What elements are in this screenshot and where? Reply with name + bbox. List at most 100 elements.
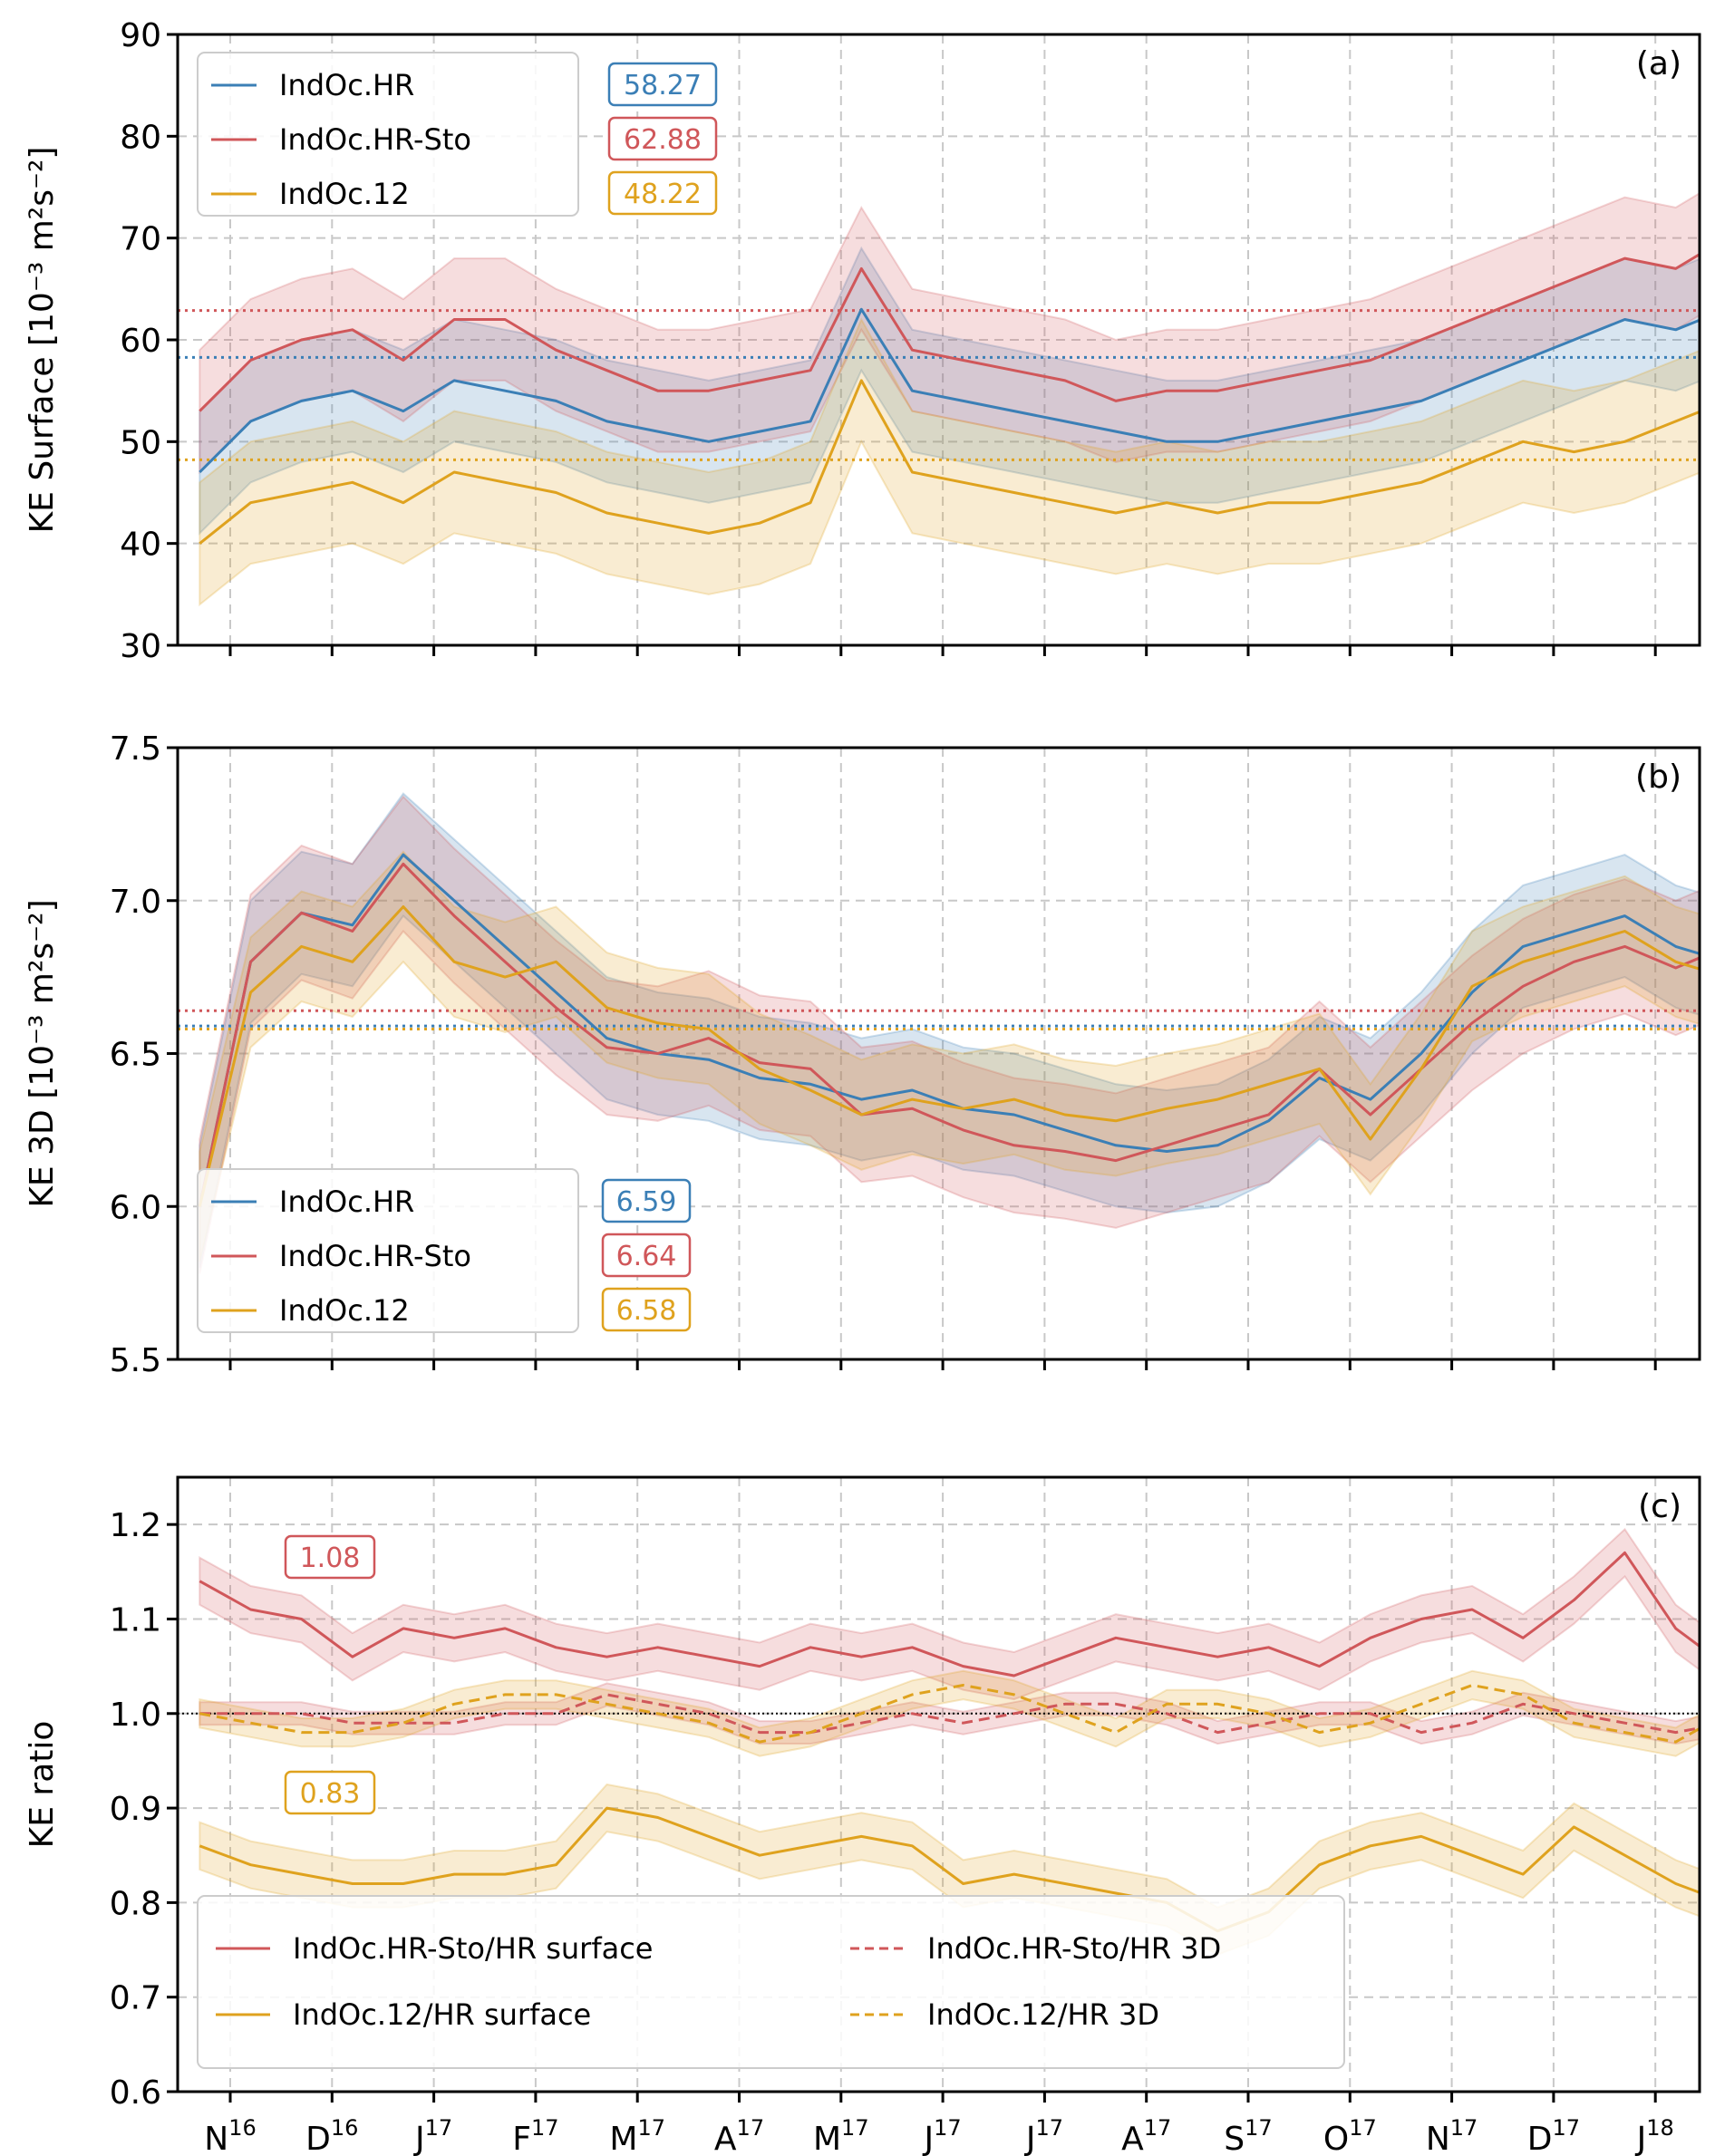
x-tick-label: O17 [1323,2115,1377,2156]
panel-a: 30 40 50 60 70 80 90 KE Surface [10⁻³ m²s⁻²] (a)… [24,17,1701,665]
legend-label: IndOc.12 [279,177,410,211]
uncertainty-band [199,246,1700,536]
panel-tag: (c) [1638,1488,1681,1525]
legend-label: IndOc.12/HR 3D [927,1997,1159,2032]
mean-value-label: 6.58 [616,1295,677,1327]
legend-label: IndOc.12/HR surface [293,1997,591,2032]
series-line [199,1684,1700,1744]
x-tick-label: J17 [413,2115,452,2156]
panel-tag: (a) [1636,45,1681,82]
uncertainty-band [199,850,1700,1262]
x-tick-label: M17 [813,2115,869,2156]
x-tick-label: J18 [1635,2115,1674,2156]
legend-box [197,1895,1345,2069]
y-axis-label: KE Surface [10⁻³ m²s⁻²] [24,147,61,534]
y-tick-label: 6.0 [110,1189,161,1226]
x-axis-labels: N16 D16 J17 F17 M17 A17 M17 J17 J17 A17 S17 O17 N17 D… [204,2115,1674,2156]
legend-label: IndOc.HR-Sto [279,122,471,157]
y-axis-label: KE ratio [24,1721,61,1849]
legend-label: IndOc.12 [279,1293,410,1328]
y-tick-label: 0.8 [110,1885,161,1922]
mean-value-box [607,170,718,216]
mean-value-box [601,1233,692,1278]
mean-value-label: 58.27 [624,70,702,102]
mean-value-label: 48.22 [624,179,702,210]
series-line [199,252,1700,412]
uncertainty-band [199,317,1700,607]
y-tick-label: 5.5 [110,1342,161,1379]
x-tick-label: D16 [305,2115,358,2156]
uncertainty-band [199,792,1700,1269]
series-line [199,1806,1700,1933]
y-tick-label: 7.0 [110,884,161,921]
legend: IndOc.HR-Sto/HR surface IndOc.HR-Sto/HR 3… [197,1534,1345,2069]
mean-value-box [601,1178,692,1223]
y-tick-label: 7.5 [110,730,161,768]
x-tick-label: A17 [714,2115,764,2156]
series-line [198,862,1700,1207]
x-tick-label: J17 [1024,2115,1063,2156]
mean-value-box [601,1287,692,1332]
mean-value-box [284,1534,376,1580]
legend-label: IndOc.HR [279,68,414,102]
y-tick-label: 0.9 [110,1791,161,1828]
legend-label: IndOc.HR-Sto/HR 3D [927,1931,1221,1966]
x-tick-label: J17 [923,2115,962,2156]
series-line [199,1693,1700,1735]
series-line [198,905,1700,1207]
plot-area [178,192,1700,607]
y-tick-label: 50 [120,424,161,461]
x-tick-label: N16 [204,2115,256,2156]
y-tick-label: 1.1 [110,1601,161,1639]
y-axis-label: KE 3D [10⁻³ m²s⁻²] [24,899,61,1207]
y-tick-label: 90 [120,17,161,54]
series-line [199,307,1700,474]
x-tick-label: N17 [1426,2115,1478,2156]
x-tick-label: M17 [609,2115,665,2156]
y-tick-label: 1.0 [110,1697,161,1734]
plot-area [178,792,1700,1274]
mean-value-label: 62.88 [624,124,702,156]
mean-value-label: 1.08 [300,1542,361,1574]
legend-label: IndOc.HR [279,1184,414,1219]
x-tick-label: A17 [1121,2115,1171,2156]
y-tick-label: 30 [120,628,161,665]
y-tick-label: 0.6 [110,2074,161,2112]
plot-area [178,1527,1700,1956]
mean-value-box [284,1770,376,1815]
legend: IndOc.HR 58.27 IndOc.HR-Sto 62.88 IndOc.12 48… [197,52,718,217]
mean-value-label: 6.59 [616,1186,677,1218]
legend-box [197,52,579,217]
series-line [199,1551,1700,1677]
legend-box [197,1168,579,1333]
y-tick-label: 60 [120,323,161,360]
uncertainty-band [199,1783,1700,1956]
uncertainty-band [199,795,1700,1274]
legend: IndOc.HR 6.59 IndOc.HR-Sto 6.64 IndOc.12 6.58 [197,1168,692,1333]
y-tick-label: 80 [120,119,161,156]
y-tick-label: 0.7 [110,1980,161,2017]
x-tick-label: F17 [512,2115,558,2156]
y-tick-label: 70 [120,221,161,258]
x-tick-label: S17 [1224,2115,1272,2156]
series-line [198,853,1700,1207]
y-tick-label: 1.2 [110,1507,161,1544]
panel-c: 0.6 0.7 0.8 0.9 1.0 1.1 1.2 KE ratio (c) IndOc.HR… [24,1475,1701,2112]
legend-label: IndOc.HR-Sto/HR surface [293,1931,653,1966]
y-tick-label: 6.5 [110,1037,161,1074]
uncertainty-band [199,1669,1700,1757]
panel-b: 5.5 6.0 6.5 7.0 7.5 KE 3D [10⁻³ m²s⁻²] (b) IndO… [24,730,1701,1379]
panel-tag: (b) [1635,759,1681,796]
legend-label: IndOc.HR-Sto [279,1239,471,1273]
mean-value-label: 6.64 [616,1241,677,1272]
y-tick-label: 40 [120,527,161,564]
uncertainty-band [199,1527,1700,1701]
axes-frame [176,1475,1701,2093]
mean-value-box [607,116,718,161]
mean-value-box [607,62,718,107]
series-line [199,379,1700,545]
x-tick-label: D17 [1527,2115,1580,2156]
mean-value-label: 0.83 [300,1778,361,1810]
uncertainty-band [199,192,1700,475]
